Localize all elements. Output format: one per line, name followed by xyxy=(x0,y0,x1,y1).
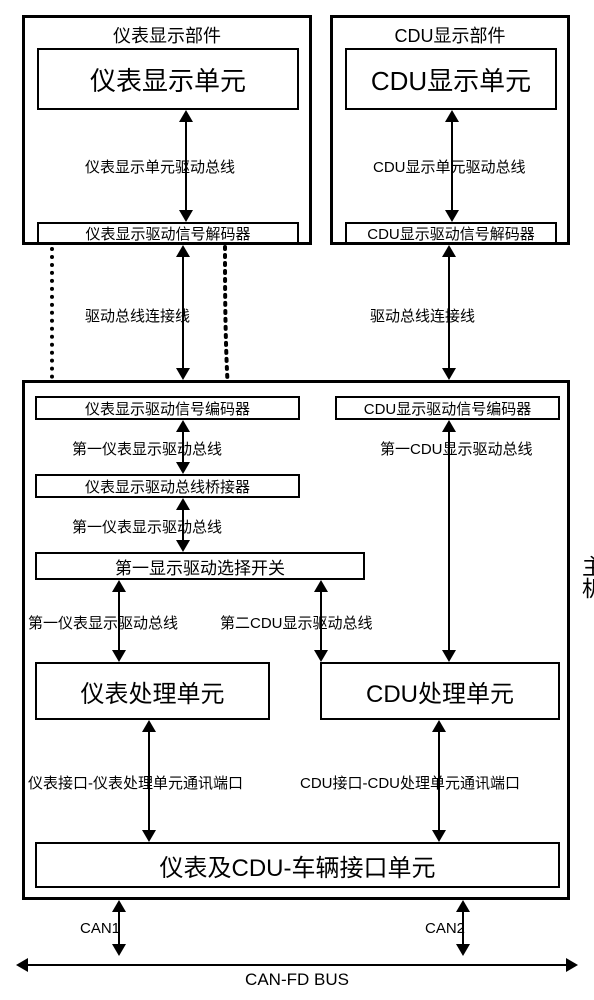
cdu-bus1-label: 第一CDU显示驱动总线 xyxy=(380,438,533,459)
display-switch-text: 第一显示驱动选择开关 xyxy=(115,554,285,579)
inst-bus1-label: 第一仪表显示驱动总线 xyxy=(72,438,222,459)
inst-encoder: 仪表显示驱动信号编码器 xyxy=(35,396,300,420)
inst-proc-text: 仪表处理单元 xyxy=(81,674,225,709)
inst-bus1b-label: 第一仪表显示驱动总线 xyxy=(72,516,222,537)
cdu-display-unit-text: CDU显示单元 xyxy=(371,61,531,98)
can1-label: CAN1 xyxy=(80,920,120,937)
display-switch: 第一显示驱动选择开关 xyxy=(35,552,365,580)
can-fd-bus-label: CAN-FD BUS xyxy=(0,970,594,990)
inst-encoder-text: 仪表显示驱动信号编码器 xyxy=(85,398,250,419)
vehicle-interface: 仪表及CDU-车辆接口单元 xyxy=(35,842,560,888)
instrument-panel-frame: 仪表显示部件 仪表显示单元 仪表显示单元驱动总线 仪表显示驱动信号解码器 xyxy=(22,15,312,245)
inst-bus1c-label: 第一仪表显示驱动总线 xyxy=(28,612,178,633)
cdu-encoder-text: CDU显示驱动信号编码器 xyxy=(364,398,532,419)
can2-label: CAN2 xyxy=(425,920,465,937)
host-label: 主机 xyxy=(575,555,594,599)
instrument-decoder-text: 仪表显示驱动信号解码器 xyxy=(85,223,250,244)
vehicle-interface-text: 仪表及CDU-车辆接口单元 xyxy=(160,848,436,883)
inst-proc-unit: 仪表处理单元 xyxy=(35,662,270,720)
cdu-encoder: CDU显示驱动信号编码器 xyxy=(335,396,560,420)
inst-bus-label: 仪表显示单元驱动总线 xyxy=(85,156,235,177)
cdu-port-label: CDU接口-CDU处理单元通讯端口 xyxy=(300,772,520,793)
inst-bridge-text: 仪表显示驱动总线桥接器 xyxy=(85,476,250,497)
cdu-decoder-text: CDU显示驱动信号解码器 xyxy=(367,223,535,244)
instrument-display-unit-text: 仪表显示单元 xyxy=(90,61,246,98)
cdu-display-unit: CDU显示单元 xyxy=(345,48,557,110)
cdu-panel-frame: CDU显示部件 CDU显示单元 CDU显示单元驱动总线 CDU显示驱动信号解码器 xyxy=(330,15,570,245)
left-connect-label: 驱动总线连接线 xyxy=(85,305,190,326)
cdu-decoder: CDU显示驱动信号解码器 xyxy=(345,222,557,244)
can-fd-bus xyxy=(18,964,576,966)
cdu-bus-label: CDU显示单元驱动总线 xyxy=(373,156,526,177)
cdu-bus2-label: 第二CDU显示驱动总线 xyxy=(220,612,373,633)
cdu-proc-unit: CDU处理单元 xyxy=(320,662,560,720)
instrument-display-unit: 仪表显示单元 xyxy=(37,48,299,110)
inst-port-label: 仪表接口-仪表处理单元通讯端口 xyxy=(28,772,243,793)
instrument-decoder: 仪表显示驱动信号解码器 xyxy=(37,222,299,244)
cdu-proc-text: CDU处理单元 xyxy=(366,674,514,709)
instrument-panel-title: 仪表显示部件 xyxy=(25,22,309,48)
right-connect-label: 驱动总线连接线 xyxy=(370,305,475,326)
cdu-panel-title: CDU显示部件 xyxy=(333,22,567,48)
inst-bridge: 仪表显示驱动总线桥接器 xyxy=(35,474,300,498)
